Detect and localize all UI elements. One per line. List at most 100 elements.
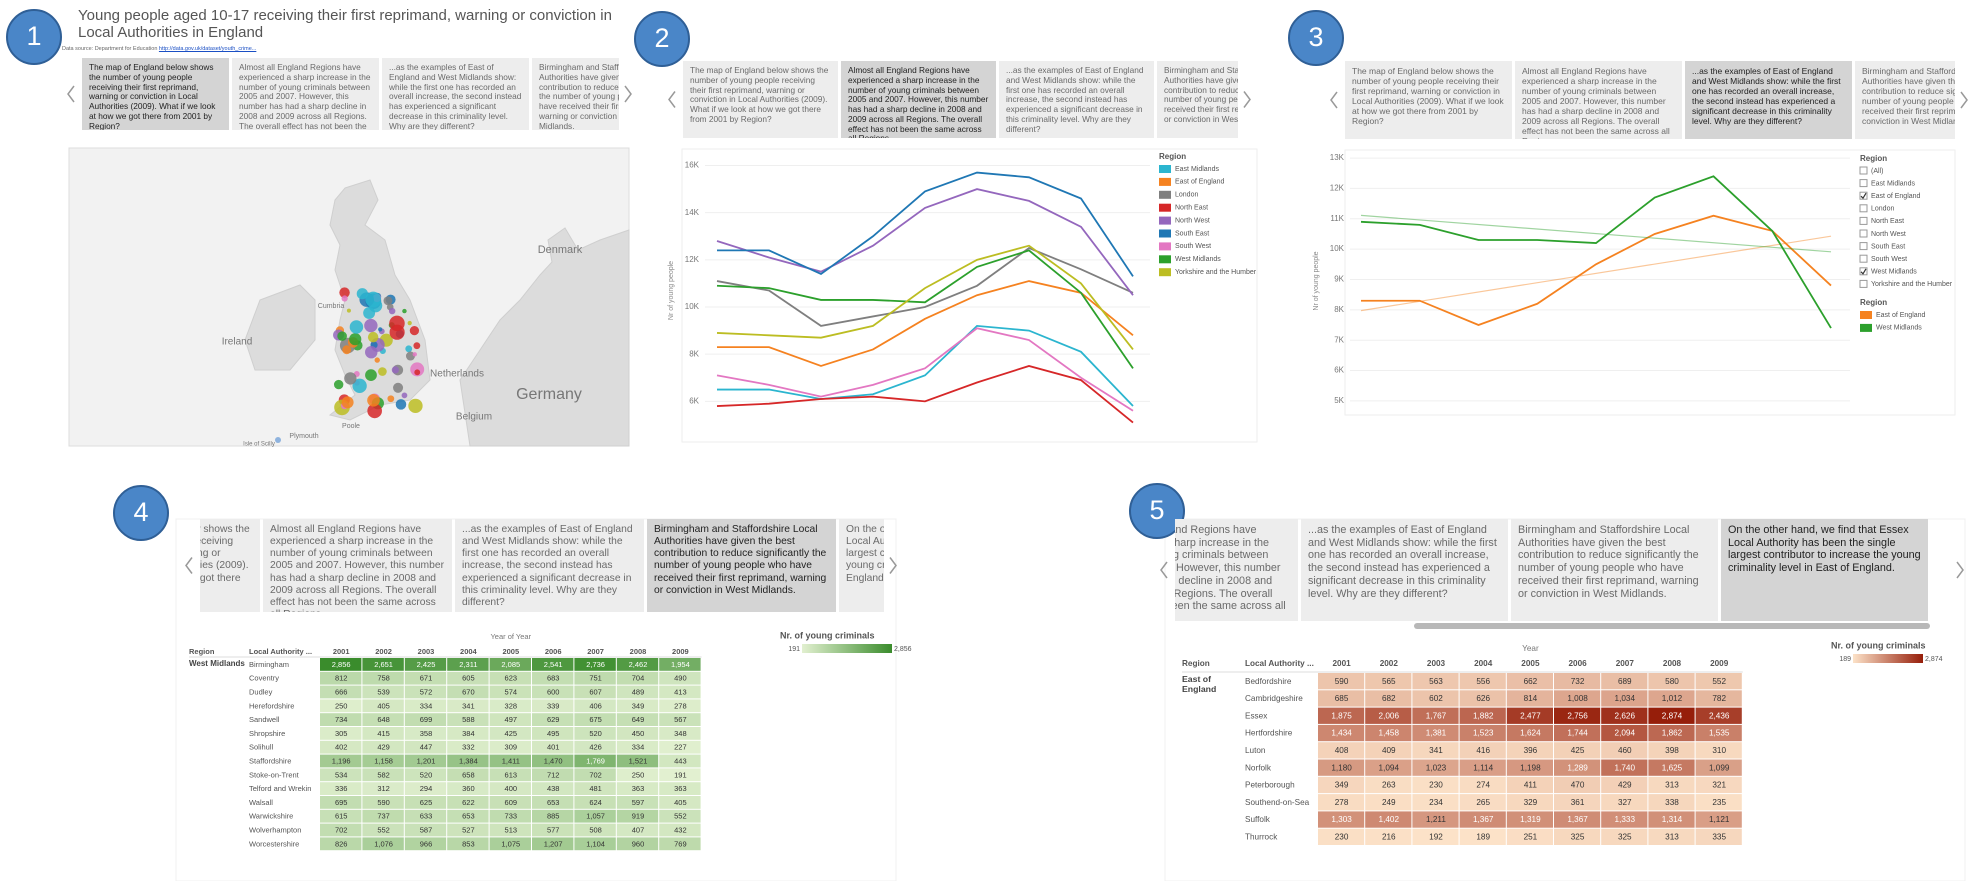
map-dot[interactable] (413, 342, 421, 350)
story-point[interactable]: Almost all England Regions have experien… (1175, 519, 1298, 621)
story-point[interactable]: Birmingham and Staffordshire Local Autho… (1157, 61, 1238, 138)
heat-cell[interactable] (362, 699, 404, 713)
story-point[interactable]: On the other hand, we find that Essex Lo… (1721, 519, 1928, 621)
heat-cell[interactable] (1648, 690, 1695, 707)
heat-cell[interactable] (1648, 776, 1695, 794)
heat-cell[interactable] (1695, 759, 1742, 776)
map-dot[interactable] (408, 398, 423, 414)
heat-cell[interactable] (1695, 724, 1742, 742)
heat-cell[interactable] (447, 671, 489, 685)
map-dot[interactable] (349, 333, 362, 346)
heat-cell[interactable] (404, 685, 447, 699)
heat-cell[interactable] (1365, 742, 1412, 759)
map-dot[interactable] (410, 362, 425, 377)
heat-cell[interactable] (1318, 724, 1365, 742)
heat-cell[interactable] (362, 671, 404, 685)
story-point[interactable]: ...as the examples of East of England an… (1685, 61, 1852, 139)
map-dot[interactable] (391, 366, 399, 374)
heat-cell[interactable] (1506, 776, 1553, 794)
heat-cell[interactable] (532, 658, 574, 671)
heat-cell[interactable] (659, 658, 701, 671)
heat-cell[interactable] (1412, 794, 1459, 811)
heat-cell[interactable] (320, 685, 362, 699)
heat-cell[interactable] (320, 754, 362, 768)
heat-cell[interactable] (320, 796, 362, 809)
heat-cell[interactable] (532, 740, 574, 754)
heat-cell[interactable] (1695, 673, 1742, 690)
heat-cell[interactable] (1459, 742, 1506, 759)
heat-cell[interactable] (1459, 794, 1506, 811)
heat-cell[interactable] (404, 727, 447, 740)
map-dot[interactable] (405, 345, 413, 353)
heat-cell[interactable] (1318, 828, 1365, 845)
heat-cell[interactable] (1554, 811, 1601, 828)
story-point[interactable]: Birmingham and Staffordshire Local Autho… (532, 58, 619, 130)
heat-cell[interactable] (1554, 724, 1601, 742)
heat-cell[interactable] (320, 823, 362, 837)
story-point[interactable]: ...as the examples of East of England an… (1301, 519, 1508, 621)
heat-cell[interactable] (1459, 707, 1506, 724)
filter-checkbox[interactable] (1859, 279, 1868, 288)
map-dot[interactable] (407, 320, 412, 326)
heat-cell[interactable] (489, 782, 531, 795)
map-dot[interactable] (388, 307, 396, 315)
heat-cell[interactable] (1695, 794, 1742, 811)
heat-cell[interactable] (447, 713, 489, 726)
next-arrow[interactable] (1956, 561, 1964, 579)
heat-cell[interactable] (320, 768, 362, 782)
heat-cell[interactable] (1695, 811, 1742, 828)
heat-cell[interactable] (404, 782, 447, 795)
heat-cell[interactable] (1648, 724, 1695, 742)
heat-cell[interactable] (574, 823, 616, 837)
heat-cell[interactable] (489, 754, 531, 768)
heat-cell[interactable] (1648, 811, 1695, 828)
heat-cell[interactable] (447, 823, 489, 837)
heat-cell[interactable] (659, 685, 701, 699)
heat-cell[interactable] (1601, 690, 1648, 707)
story-point[interactable]: The map of England below shows the numbe… (683, 61, 838, 138)
heat-cell[interactable] (574, 658, 616, 671)
heat-cell[interactable] (489, 809, 531, 823)
heat-cell[interactable] (1601, 828, 1648, 845)
filter-label[interactable]: South West (1871, 256, 1907, 263)
filter-checkbox[interactable] (1859, 191, 1868, 200)
heat-cell[interactable] (532, 671, 574, 685)
filter-checkbox[interactable] (1859, 166, 1868, 175)
heat-cell[interactable] (489, 699, 531, 713)
heat-cell[interactable] (532, 782, 574, 795)
heat-cell[interactable] (1318, 794, 1365, 811)
prev-arrow[interactable] (668, 91, 676, 108)
heat-cell[interactable] (1318, 690, 1365, 707)
story-point[interactable]: Almost all England Regions have experien… (263, 519, 452, 612)
heat-cell[interactable] (1506, 724, 1553, 742)
next-arrow[interactable] (889, 557, 897, 574)
heat-cell[interactable] (659, 713, 701, 726)
heat-cell[interactable] (1601, 794, 1648, 811)
heat-cell[interactable] (1365, 794, 1412, 811)
heat-cell[interactable] (362, 727, 404, 740)
heat-cell[interactable] (659, 727, 701, 740)
heat-cell[interactable] (1648, 673, 1695, 690)
heat-cell[interactable] (574, 782, 616, 795)
heat-cell[interactable] (616, 796, 659, 809)
heat-cell[interactable] (1695, 690, 1742, 707)
heat-cell[interactable] (362, 740, 404, 754)
heat-cell[interactable] (574, 671, 616, 685)
heat-cell[interactable] (574, 727, 616, 740)
heat-cell[interactable] (1365, 776, 1412, 794)
heat-cell[interactable] (1601, 759, 1648, 776)
heat-cell[interactable] (616, 782, 659, 795)
heat-cell[interactable] (447, 740, 489, 754)
prev-arrow[interactable] (67, 85, 75, 103)
heat-cell[interactable] (574, 699, 616, 713)
heat-cell[interactable] (1412, 776, 1459, 794)
heat-cell[interactable] (1554, 759, 1601, 776)
heat-cell[interactable] (616, 658, 659, 671)
heat-cell[interactable] (489, 671, 531, 685)
heat-cell[interactable] (320, 740, 362, 754)
heat-cell[interactable] (659, 740, 701, 754)
map-dot[interactable] (365, 345, 378, 359)
heat-cell[interactable] (659, 823, 701, 837)
filter-checkbox[interactable] (1859, 229, 1868, 238)
heat-cell[interactable] (362, 782, 404, 795)
